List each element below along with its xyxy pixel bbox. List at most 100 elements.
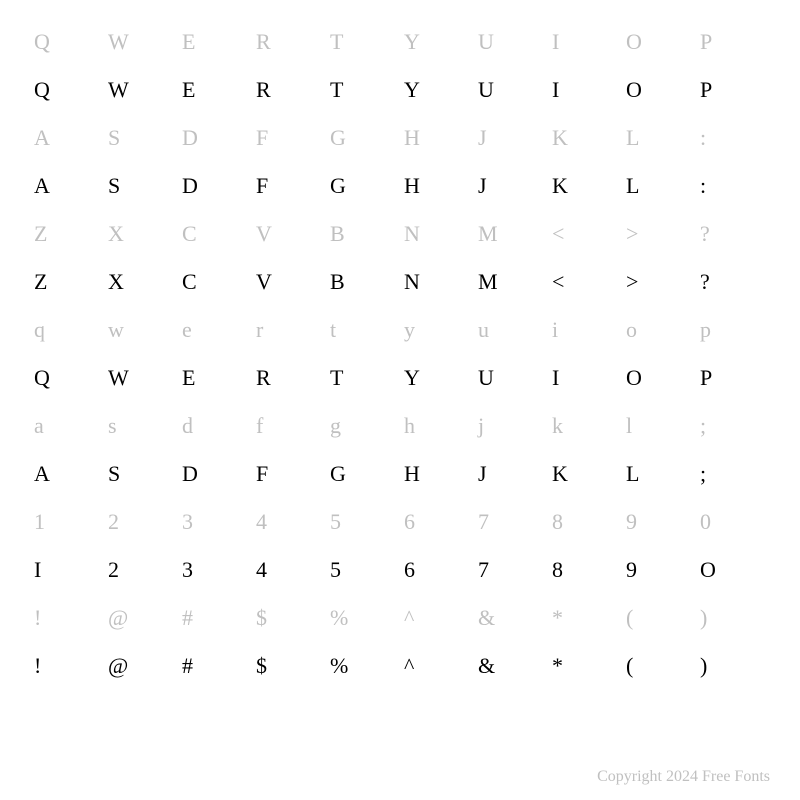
ref-glyph: q: [30, 308, 104, 352]
ref-glyph: >: [622, 212, 696, 256]
ref-glyph: S: [104, 116, 178, 160]
sample-glyph: J: [474, 452, 548, 496]
ref-glyph: p: [696, 308, 770, 352]
ref-glyph: ): [696, 596, 770, 640]
sample-glyph: E: [178, 356, 252, 400]
ref-glyph: @: [104, 596, 178, 640]
ref-glyph: 9: [622, 500, 696, 544]
sample-glyph: D: [178, 452, 252, 496]
ref-glyph: Q: [30, 20, 104, 64]
ref-glyph: M: [474, 212, 548, 256]
ref-glyph: a: [30, 404, 104, 448]
sample-glyph: B: [326, 260, 400, 304]
ref-glyph: 6: [400, 500, 474, 544]
ref-glyph: i: [548, 308, 622, 352]
sample-glyph: 7: [474, 548, 548, 592]
sample-glyph: !: [30, 644, 104, 688]
sample-glyph: F: [252, 452, 326, 496]
ref-glyph: g: [326, 404, 400, 448]
sample-glyph: <: [548, 260, 622, 304]
sample-glyph: O: [622, 356, 696, 400]
sample-glyph: Y: [400, 68, 474, 112]
ref-glyph: R: [252, 20, 326, 64]
sample-glyph: *: [548, 644, 622, 688]
sample-glyph: L: [622, 452, 696, 496]
sample-glyph: S: [104, 452, 178, 496]
ref-glyph: I: [548, 20, 622, 64]
sample-glyph: M: [474, 260, 548, 304]
sample-glyph: V: [252, 260, 326, 304]
sample-glyph: C: [178, 260, 252, 304]
sample-glyph: H: [400, 164, 474, 208]
sample-glyph: 9: [622, 548, 696, 592]
ref-glyph: V: [252, 212, 326, 256]
ref-glyph: $: [252, 596, 326, 640]
sample-glyph: ;: [696, 452, 770, 496]
ref-glyph: #: [178, 596, 252, 640]
sample-glyph: G: [326, 452, 400, 496]
sample-glyph: R: [252, 356, 326, 400]
sample-glyph: 2: [104, 548, 178, 592]
sample-glyph: 6: [400, 548, 474, 592]
ref-glyph: E: [178, 20, 252, 64]
sample-glyph: E: [178, 68, 252, 112]
ref-glyph: &: [474, 596, 548, 640]
sample-glyph: W: [104, 68, 178, 112]
ref-glyph: k: [548, 404, 622, 448]
ref-glyph: ^: [400, 596, 474, 640]
ref-glyph: 8: [548, 500, 622, 544]
ref-glyph: U: [474, 20, 548, 64]
ref-glyph: 0: [696, 500, 770, 544]
sample-glyph: F: [252, 164, 326, 208]
ref-glyph: A: [30, 116, 104, 160]
sample-glyph: X: [104, 260, 178, 304]
sample-glyph: ^: [400, 644, 474, 688]
sample-glyph: $: [252, 644, 326, 688]
ref-glyph: 7: [474, 500, 548, 544]
ref-glyph: %: [326, 596, 400, 640]
sample-glyph: G: [326, 164, 400, 208]
sample-glyph: #: [178, 644, 252, 688]
ref-glyph: f: [252, 404, 326, 448]
ref-glyph: l: [622, 404, 696, 448]
sample-glyph: W: [104, 356, 178, 400]
sample-glyph: P: [696, 356, 770, 400]
ref-glyph: (: [622, 596, 696, 640]
ref-glyph: G: [326, 116, 400, 160]
ref-glyph: X: [104, 212, 178, 256]
sample-glyph: S: [104, 164, 178, 208]
ref-glyph: 5: [326, 500, 400, 544]
ref-glyph: C: [178, 212, 252, 256]
sample-glyph: T: [326, 68, 400, 112]
ref-glyph: s: [104, 404, 178, 448]
ref-glyph: h: [400, 404, 474, 448]
sample-glyph: L: [622, 164, 696, 208]
sample-glyph: ): [696, 644, 770, 688]
ref-glyph: H: [400, 116, 474, 160]
ref-glyph: j: [474, 404, 548, 448]
ref-glyph: N: [400, 212, 474, 256]
ref-glyph: 1: [30, 500, 104, 544]
ref-glyph: J: [474, 116, 548, 160]
ref-glyph: e: [178, 308, 252, 352]
sample-glyph: K: [548, 452, 622, 496]
ref-glyph: L: [622, 116, 696, 160]
ref-glyph: Z: [30, 212, 104, 256]
ref-glyph: *: [548, 596, 622, 640]
sample-glyph: :: [696, 164, 770, 208]
ref-glyph: D: [178, 116, 252, 160]
ref-glyph: F: [252, 116, 326, 160]
sample-glyph: O: [696, 548, 770, 592]
sample-glyph: &: [474, 644, 548, 688]
sample-glyph: N: [400, 260, 474, 304]
sample-glyph: I: [548, 356, 622, 400]
character-map-grid: QWERTYUIOPQWERTYUIOPASDFGHJKL:ASDFGHJKL:…: [30, 20, 770, 688]
ref-glyph: W: [104, 20, 178, 64]
sample-glyph: P: [696, 68, 770, 112]
sample-glyph: 8: [548, 548, 622, 592]
ref-glyph: u: [474, 308, 548, 352]
ref-glyph: 4: [252, 500, 326, 544]
ref-glyph: 2: [104, 500, 178, 544]
sample-glyph: Y: [400, 356, 474, 400]
sample-glyph: @: [104, 644, 178, 688]
